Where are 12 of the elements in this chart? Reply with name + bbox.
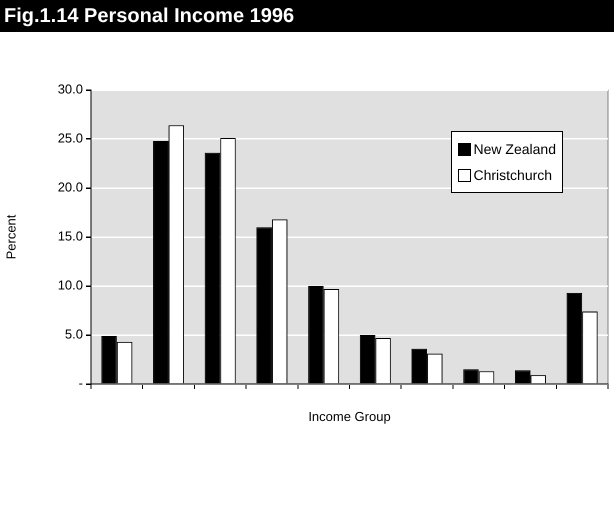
y-tick-label: 25.0	[58, 130, 83, 146]
y-tick-label: 10.0	[58, 278, 83, 293]
chart-title: Fig.1.14 Personal Income 1996	[0, 0, 614, 32]
y-tick-label: 5.0	[64, 326, 83, 342]
y-axis-title: Percent	[3, 214, 18, 260]
legend-label: Christchurch	[474, 167, 552, 183]
x-axis-title: Income Group	[308, 408, 391, 424]
y-tick-label: -	[78, 376, 83, 391]
legend-label: New Zealand	[474, 141, 556, 157]
y-tick-label: 30.0	[58, 82, 83, 97]
y-tick-label: 20.0	[58, 180, 83, 195]
y-tick-label: 15.0	[58, 228, 83, 244]
